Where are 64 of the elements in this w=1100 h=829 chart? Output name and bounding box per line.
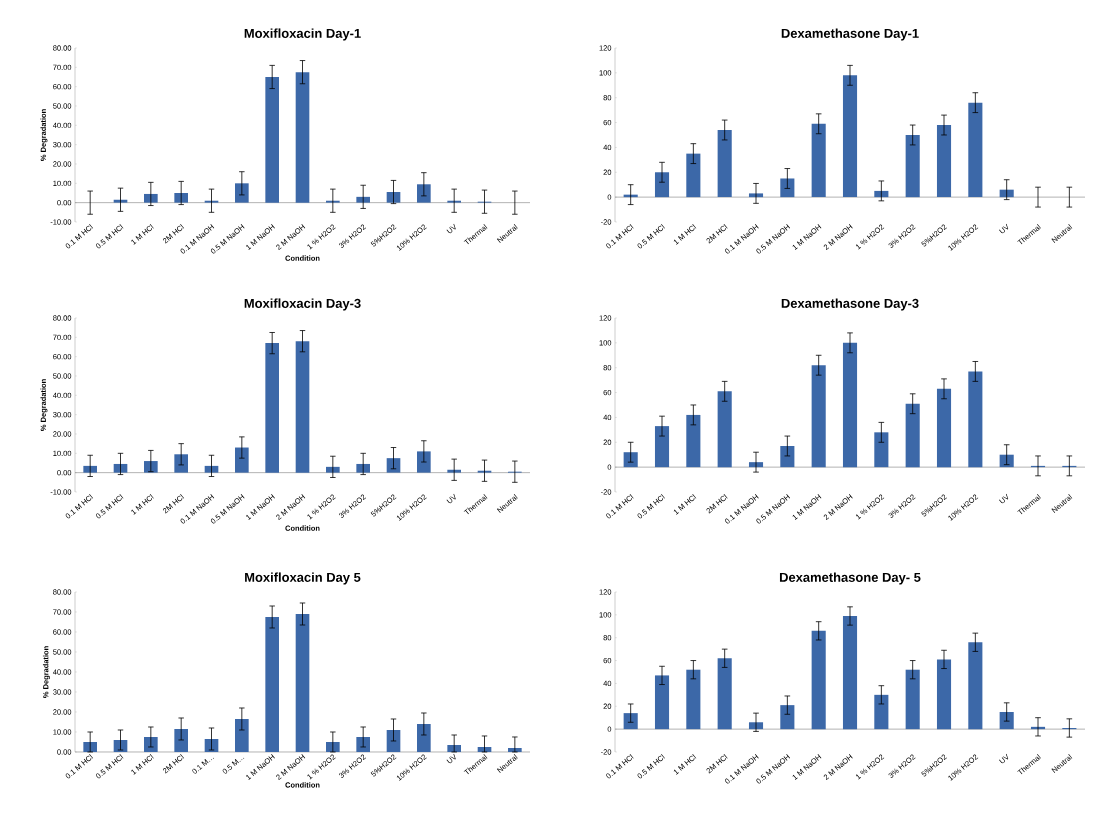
bar xyxy=(265,343,279,473)
bar xyxy=(780,178,795,198)
bar xyxy=(265,616,279,752)
bar xyxy=(174,728,188,752)
bar xyxy=(686,414,701,468)
chart-title: Dexamethasone Day- 5 xyxy=(779,572,921,585)
bar xyxy=(811,365,826,468)
bar xyxy=(842,615,858,730)
bar xyxy=(842,75,858,198)
bar xyxy=(356,463,370,473)
bar xyxy=(295,341,310,473)
bar xyxy=(235,183,249,203)
bar xyxy=(905,403,920,468)
bar xyxy=(174,454,188,473)
bar xyxy=(780,705,795,730)
bar xyxy=(874,694,889,730)
bar xyxy=(417,184,431,203)
bar xyxy=(654,172,670,198)
bar xyxy=(417,451,431,473)
bar xyxy=(968,102,983,198)
bar xyxy=(83,465,97,473)
bar xyxy=(811,123,826,198)
bar xyxy=(936,125,952,198)
bar xyxy=(968,642,983,730)
bar xyxy=(842,342,858,468)
bar xyxy=(386,458,401,473)
bar xyxy=(295,613,310,752)
bar xyxy=(235,718,249,752)
bar xyxy=(905,669,920,730)
bar xyxy=(623,452,638,468)
bar xyxy=(654,675,670,730)
bar xyxy=(144,736,158,752)
bar xyxy=(295,72,310,203)
chart-title: Dexamethasone Day-1 xyxy=(781,28,919,41)
bar xyxy=(356,196,370,203)
bar xyxy=(968,371,983,468)
chart-title: Moxifloxacin Day-3 xyxy=(244,298,361,311)
bar xyxy=(686,153,701,198)
bar xyxy=(326,466,340,473)
bar xyxy=(717,391,732,468)
bar xyxy=(174,192,188,203)
bar xyxy=(447,469,461,473)
bar xyxy=(623,713,638,730)
bar xyxy=(874,432,889,468)
chart-title: Dexamethasone Day-3 xyxy=(781,298,919,311)
bar xyxy=(265,76,279,203)
bar xyxy=(144,193,158,203)
bar xyxy=(417,723,431,752)
bar xyxy=(144,461,158,473)
bar xyxy=(936,659,952,730)
bar xyxy=(811,630,826,730)
bar xyxy=(386,192,401,203)
bar xyxy=(356,736,370,752)
bar xyxy=(936,388,952,468)
bar xyxy=(686,669,701,730)
bar xyxy=(780,446,795,468)
bar xyxy=(654,426,670,468)
chart-title: Moxifloxacin Day-1 xyxy=(244,28,361,41)
bar xyxy=(905,134,920,198)
bar xyxy=(999,711,1014,730)
chart-title: Moxifloxacin Day 5 xyxy=(245,572,361,585)
bar xyxy=(235,447,249,473)
bar xyxy=(717,658,732,730)
bar xyxy=(717,130,732,198)
